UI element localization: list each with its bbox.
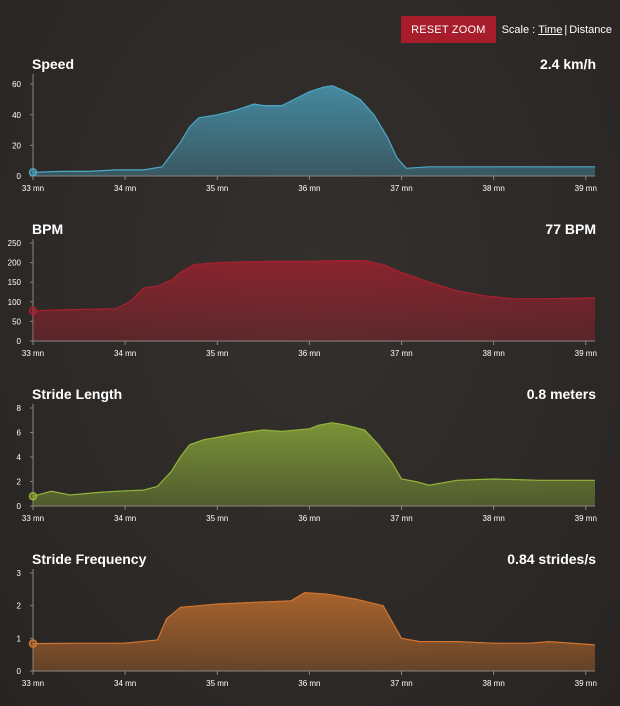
stride-frequency-panel: Stride Frequency 0.84 strides/s 0 1 2 3 33 m… — [0, 551, 620, 691]
reset-zoom-button[interactable]: RESET ZOOM — [401, 16, 496, 43]
panel-title: Speed — [32, 56, 75, 72]
scale-time-option[interactable]: Time — [538, 23, 563, 36]
panel-current-value: 77 BPM — [545, 221, 596, 237]
y-tick-label: 50 — [12, 317, 21, 326]
x-tick-label: 39 mn — [575, 184, 597, 193]
x-tick-label: 34 mn — [114, 679, 136, 688]
panel-current-value: 2.4 km/h — [539, 56, 596, 72]
x-tick-label: 38 mn — [483, 679, 505, 688]
series-area — [33, 260, 595, 341]
y-tick-label: 6 — [17, 429, 22, 438]
y-tick-label: 100 — [8, 298, 22, 307]
panel-current-value: 0.84 strides/s — [507, 551, 596, 567]
x-tick-label: 39 mn — [575, 514, 597, 523]
scale-distance-option[interactable]: Distance — [569, 23, 612, 36]
x-tick-label: 34 mn — [114, 514, 136, 523]
x-tick-label: 39 mn — [575, 679, 597, 688]
y-tick-label: 0 — [17, 172, 22, 181]
x-tick-label: 35 mn — [206, 679, 228, 688]
cursor-marker — [28, 168, 38, 177]
x-tick-label: 35 mn — [206, 514, 228, 523]
series-line — [32, 422, 595, 497]
series-area — [33, 422, 595, 506]
scale-separator: | — [564, 23, 568, 36]
bpm-panel: BPM 77 BPM 0 50 100 150 200 250 33 mn 34 mn 35 m… — [0, 221, 620, 361]
x-tick-label: 34 mn — [114, 184, 136, 193]
speed-chart[interactable]: 0 20 40 60 33 mn 34 mn 35 mn 36 mn 37 mn 38 mn 39 … — [0, 56, 620, 196]
x-tick-label: 38 mn — [483, 514, 505, 523]
x-tick-label: 35 mn — [206, 349, 228, 358]
cursor-marker — [28, 639, 38, 648]
x-tick-label: 39 mn — [575, 349, 597, 358]
stride-length-chart[interactable]: 0 2 4 6 8 33 mn 34 mn 35 mn 36 mn 37 mn 38 mn 39 mn — [0, 386, 620, 526]
y-tick-label: 0 — [17, 667, 22, 676]
x-tick-label: 36 mn — [298, 514, 320, 523]
panel-title: Stride Frequency — [32, 551, 147, 567]
y-tick-label: 150 — [8, 278, 22, 287]
series-line — [32, 260, 596, 312]
x-tick-label: 35 mn — [206, 184, 228, 193]
toolbar: RESET ZOOM Scale : Time | Distance — [401, 16, 612, 43]
y-tick-label: 2 — [17, 602, 22, 611]
x-tick-label: 33 mn — [22, 349, 44, 358]
x-tick-label: 33 mn — [22, 184, 44, 193]
x-tick-label: 36 mn — [298, 349, 320, 358]
y-tick-label: 0 — [17, 337, 22, 346]
series-line — [32, 591, 596, 646]
cursor-marker — [28, 491, 38, 501]
y-tick-label: 8 — [17, 404, 22, 413]
stride-frequency-chart[interactable]: 0 1 2 3 33 mn 34 mn 35 mn 36 mn 37 mn 38 mn 39 mn — [0, 551, 620, 691]
y-tick-label: 3 — [17, 569, 22, 578]
series-area — [33, 592, 595, 671]
y-tick-label: 1 — [17, 634, 22, 643]
stride-length-panel: Stride Length 0.8 meters 0 2 4 6 8 33 mn 34 mn… — [0, 386, 620, 526]
y-tick-label: 0 — [17, 502, 22, 511]
speed-panel: Speed 2.4 km/h 0 20 40 60 33 mn 34 mn 35 mn 36 … — [0, 56, 620, 196]
panel-title: BPM — [32, 221, 64, 237]
y-tick-label: 200 — [8, 259, 22, 268]
y-tick-label: 250 — [8, 239, 22, 248]
series-line — [32, 85, 595, 173]
x-tick-label: 33 mn — [22, 514, 44, 523]
y-tick-label: 4 — [17, 453, 22, 462]
cursor-marker — [28, 306, 38, 316]
bpm-chart[interactable]: 0 50 100 150 200 250 33 mn 34 mn 35 mn 36 mn 37 mn… — [0, 221, 620, 361]
y-tick-label: 60 — [12, 80, 21, 89]
x-tick-label: 36 mn — [298, 679, 320, 688]
panel-title: Stride Length — [32, 386, 123, 402]
x-tick-label: 37 mn — [390, 514, 412, 523]
x-tick-label: 37 mn — [390, 679, 412, 688]
y-tick-label: 20 — [12, 141, 21, 150]
series-area — [33, 85, 595, 176]
scale-label: Scale : — [501, 23, 536, 36]
x-tick-label: 38 mn — [483, 184, 505, 193]
panel-current-value: 0.8 meters — [526, 386, 596, 402]
x-tick-label: 36 mn — [298, 184, 320, 193]
x-tick-label: 34 mn — [114, 349, 136, 358]
x-tick-label: 38 mn — [483, 349, 505, 358]
x-tick-label: 33 mn — [22, 679, 44, 688]
x-tick-label: 37 mn — [390, 184, 412, 193]
y-tick-label: 2 — [17, 478, 22, 487]
x-tick-label: 37 mn — [390, 349, 412, 358]
y-tick-label: 40 — [12, 111, 21, 120]
